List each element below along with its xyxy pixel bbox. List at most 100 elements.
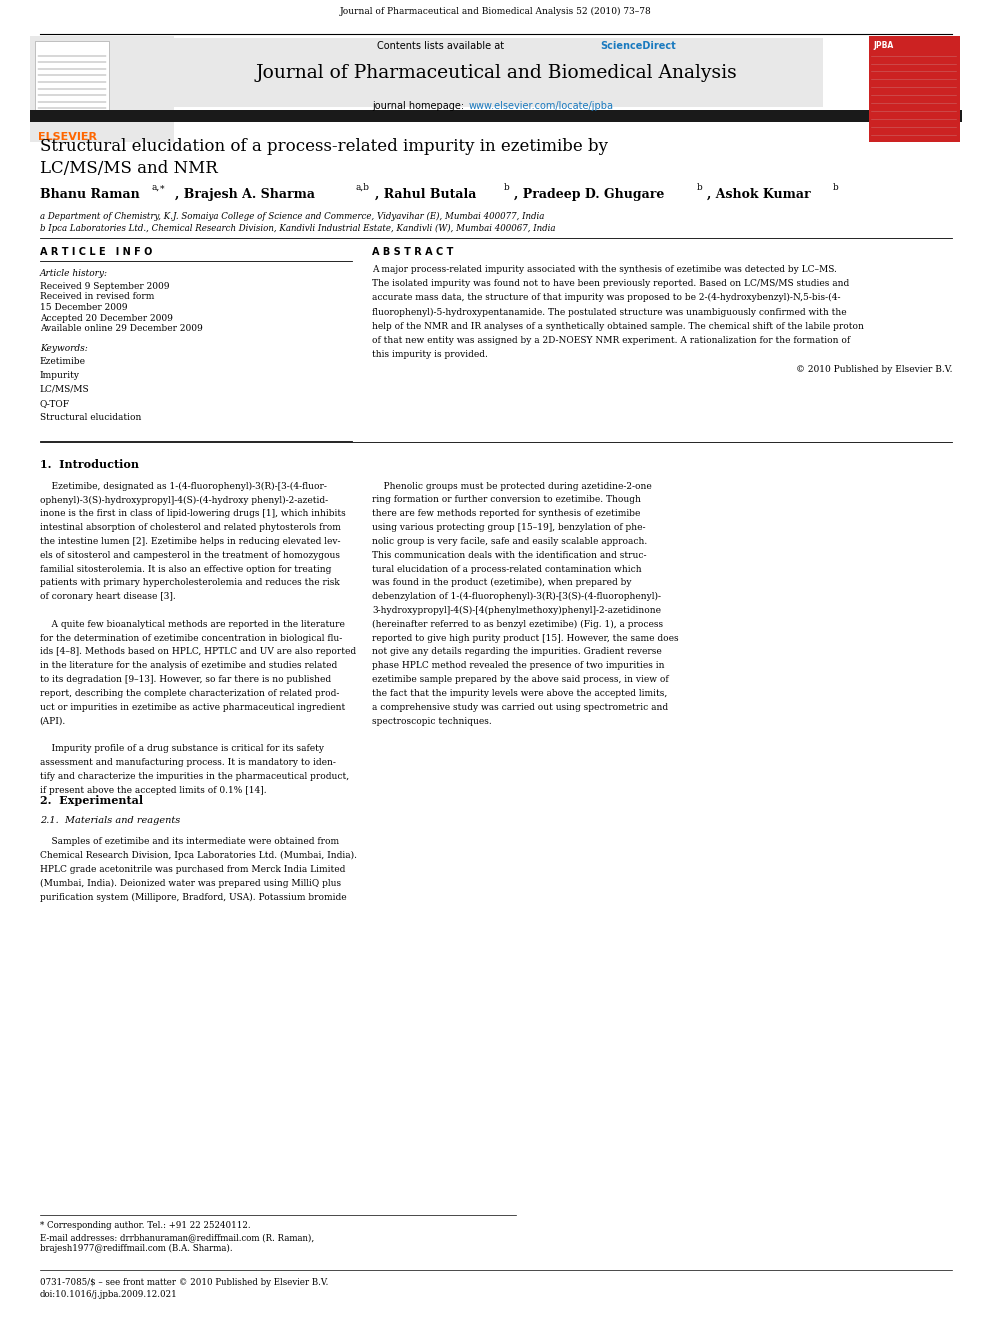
Text: JPBA: JPBA xyxy=(873,41,893,50)
Text: Keywords:: Keywords: xyxy=(40,344,87,353)
Text: ScienceDirect: ScienceDirect xyxy=(600,41,676,52)
Text: familial sitosterolemia. It is also an effective option for treating: familial sitosterolemia. It is also an e… xyxy=(40,565,331,574)
Text: 15 December 2009: 15 December 2009 xyxy=(40,303,127,312)
Text: accurate mass data, the structure of that impurity was proposed to be 2-(4-hydro: accurate mass data, the structure of tha… xyxy=(372,294,840,302)
Text: Structural elucidation of a process-related impurity in ezetimibe by: Structural elucidation of a process-rela… xyxy=(40,138,608,155)
Text: b Ipca Laboratories Ltd., Chemical Research Division, Kandivli Industrial Estate: b Ipca Laboratories Ltd., Chemical Resea… xyxy=(40,224,556,233)
Text: the fact that the impurity levels were above the accepted limits,: the fact that the impurity levels were a… xyxy=(372,689,668,699)
Text: ring formation or further conversion to ezetimibe. Though: ring formation or further conversion to … xyxy=(372,495,641,504)
Text: reported to give high purity product [15]. However, the same does: reported to give high purity product [15… xyxy=(372,634,679,643)
Text: of that new entity was assigned by a 2D-NOESY NMR experiment. A rationalization : of that new entity was assigned by a 2D-… xyxy=(372,336,850,345)
Text: brajesh1977@rediffmail.com (B.A. Sharma).: brajesh1977@rediffmail.com (B.A. Sharma)… xyxy=(40,1244,232,1253)
Text: The isolated impurity was found not to have been previously reported. Based on L: The isolated impurity was found not to h… xyxy=(372,279,849,288)
Text: Accepted 20 December 2009: Accepted 20 December 2009 xyxy=(40,314,173,323)
Text: there are few methods reported for synthesis of ezetimibe: there are few methods reported for synth… xyxy=(372,509,641,519)
Text: the intestine lumen [2]. Ezetimibe helps in reducing elevated lev-: the intestine lumen [2]. Ezetimibe helps… xyxy=(40,537,340,546)
Text: intestinal absorption of cholesterol and related phytosterols from: intestinal absorption of cholesterol and… xyxy=(40,523,340,532)
Text: © 2010 Published by Elsevier B.V.: © 2010 Published by Elsevier B.V. xyxy=(796,365,952,373)
Text: a,b: a,b xyxy=(355,183,369,192)
Text: uct or impurities in ezetimibe as active pharmaceutical ingredient: uct or impurities in ezetimibe as active… xyxy=(40,703,345,712)
Text: help of the NMR and IR analyses of a synthetically obtained sample. The chemical: help of the NMR and IR analyses of a syn… xyxy=(372,321,864,331)
Text: HPLC grade acetonitrile was purchased from Merck India Limited: HPLC grade acetonitrile was purchased fr… xyxy=(40,865,345,875)
Text: 2.  Experimental: 2. Experimental xyxy=(40,795,143,806)
Text: , Ashok Kumar: , Ashok Kumar xyxy=(707,188,810,201)
Text: (Mumbai, India). Deionized water was prepared using MilliQ plus: (Mumbai, India). Deionized water was pre… xyxy=(40,878,341,888)
Text: assessment and manufacturing process. It is mandatory to iden-: assessment and manufacturing process. It… xyxy=(40,758,335,767)
FancyBboxPatch shape xyxy=(174,38,823,107)
Text: Journal of Pharmaceutical and Biomedical Analysis 52 (2010) 73–78: Journal of Pharmaceutical and Biomedical… xyxy=(340,7,652,16)
Text: for the determination of ezetimibe concentration in biological flu-: for the determination of ezetimibe conce… xyxy=(40,634,342,643)
Text: journal homepage:: journal homepage: xyxy=(372,101,467,111)
Text: 2.1.  Materials and reagents: 2.1. Materials and reagents xyxy=(40,816,180,826)
Text: Ezetimibe, designated as 1-(4-fluorophenyl)-3(R)-[3-(4-fluor-: Ezetimibe, designated as 1-(4-fluorophen… xyxy=(40,482,326,491)
Text: Samples of ezetimibe and its intermediate were obtained from: Samples of ezetimibe and its intermediat… xyxy=(40,837,339,847)
Text: a,∗: a,∗ xyxy=(152,183,166,192)
Text: (API).: (API). xyxy=(40,717,65,725)
Text: Available online 29 December 2009: Available online 29 December 2009 xyxy=(40,324,202,333)
Text: * Corresponding author. Tel.: +91 22 25240112.: * Corresponding author. Tel.: +91 22 252… xyxy=(40,1221,250,1230)
Text: A major process-related impurity associated with the synthesis of ezetimibe was : A major process-related impurity associa… xyxy=(372,265,837,274)
Text: tify and characterize the impurities in the pharmaceutical product,: tify and characterize the impurities in … xyxy=(40,771,349,781)
Text: LC/MS/MS: LC/MS/MS xyxy=(40,385,89,394)
Text: of coronary heart disease [3].: of coronary heart disease [3]. xyxy=(40,593,176,601)
Text: tural elucidation of a process-related contamination which: tural elucidation of a process-related c… xyxy=(372,565,642,574)
Text: ezetimibe sample prepared by the above said process, in view of: ezetimibe sample prepared by the above s… xyxy=(372,675,669,684)
Text: 1.  Introduction: 1. Introduction xyxy=(40,459,139,470)
Text: Phenolic groups must be protected during azetidine-2-one: Phenolic groups must be protected during… xyxy=(372,482,652,491)
Text: report, describing the complete characterization of related prod-: report, describing the complete characte… xyxy=(40,689,339,699)
Text: patients with primary hypercholesterolemia and reduces the risk: patients with primary hypercholesterolem… xyxy=(40,578,339,587)
Text: , Rahul Butala: , Rahul Butala xyxy=(375,188,476,201)
Text: using various protecting group [15–19], benzylation of phe-: using various protecting group [15–19], … xyxy=(372,523,646,532)
Text: A B S T R A C T: A B S T R A C T xyxy=(372,247,453,258)
Text: spectroscopic techniques.: spectroscopic techniques. xyxy=(372,717,492,725)
Text: a Department of Chemistry, K.J. Somaiya College of Science and Commerce, Vidyavi: a Department of Chemistry, K.J. Somaiya … xyxy=(40,212,544,221)
Text: 3-hydroxypropyl]-4(S)-[4(phenylmethoxy)phenyl]-2-azetidinone: 3-hydroxypropyl]-4(S)-[4(phenylmethoxy)p… xyxy=(372,606,661,615)
Text: Impurity: Impurity xyxy=(40,370,79,380)
Text: Q-TOF: Q-TOF xyxy=(40,400,69,407)
Text: Journal of Pharmaceutical and Biomedical Analysis: Journal of Pharmaceutical and Biomedical… xyxy=(255,64,737,82)
Text: Bhanu Raman: Bhanu Raman xyxy=(40,188,140,201)
Text: , Brajesh A. Sharma: , Brajesh A. Sharma xyxy=(175,188,314,201)
Text: ELSEVIER: ELSEVIER xyxy=(38,132,96,143)
Text: E-mail addresses: drrbhanuraman@rediffmail.com (R. Raman),: E-mail addresses: drrbhanuraman@rediffma… xyxy=(40,1233,313,1242)
Text: els of sitosterol and campesterol in the treatment of homozygous: els of sitosterol and campesterol in the… xyxy=(40,550,339,560)
Text: this impurity is provided.: this impurity is provided. xyxy=(372,351,488,360)
Text: LC/MS/MS and NMR: LC/MS/MS and NMR xyxy=(40,160,217,177)
Text: not give any details regarding the impurities. Gradient reverse: not give any details regarding the impur… xyxy=(372,647,662,656)
Text: if present above the accepted limits of 0.1% [14].: if present above the accepted limits of … xyxy=(40,786,266,795)
FancyBboxPatch shape xyxy=(869,36,960,142)
Text: purification system (Millipore, Bradford, USA). Potassium bromide: purification system (Millipore, Bradford… xyxy=(40,893,346,902)
Text: was found in the product (ezetimibe), when prepared by: was found in the product (ezetimibe), wh… xyxy=(372,578,632,587)
Text: 0731-7085/$ – see front matter © 2010 Published by Elsevier B.V.: 0731-7085/$ – see front matter © 2010 Pu… xyxy=(40,1278,328,1287)
Text: Article history:: Article history: xyxy=(40,269,108,278)
Text: to its degradation [9–13]. However, so far there is no published: to its degradation [9–13]. However, so f… xyxy=(40,675,330,684)
Text: Contents lists available at: Contents lists available at xyxy=(377,41,507,52)
Text: b: b xyxy=(833,183,839,192)
Text: doi:10.1016/j.jpba.2009.12.021: doi:10.1016/j.jpba.2009.12.021 xyxy=(40,1290,178,1299)
Text: Received in revised form: Received in revised form xyxy=(40,292,154,302)
Text: This communication deals with the identification and struc-: This communication deals with the identi… xyxy=(372,550,647,560)
Text: nolic group is very facile, safe and easily scalable approach.: nolic group is very facile, safe and eas… xyxy=(372,537,647,546)
Text: www.elsevier.com/locate/jpba: www.elsevier.com/locate/jpba xyxy=(468,101,613,111)
Text: , Pradeep D. Ghugare: , Pradeep D. Ghugare xyxy=(514,188,665,201)
Text: b: b xyxy=(696,183,702,192)
FancyBboxPatch shape xyxy=(30,110,962,122)
Text: A R T I C L E   I N F O: A R T I C L E I N F O xyxy=(40,247,152,258)
Text: ophenyl)-3(S)-hydroxypropyl]-4(S)-(4-hydroxy phenyl)-2-azetid-: ophenyl)-3(S)-hydroxypropyl]-4(S)-(4-hyd… xyxy=(40,495,327,504)
Text: inone is the first in class of lipid-lowering drugs [1], which inhibits: inone is the first in class of lipid-low… xyxy=(40,509,345,519)
Text: A quite few bioanalytical methods are reported in the literature: A quite few bioanalytical methods are re… xyxy=(40,619,344,628)
Text: a comprehensive study was carried out using spectrometric and: a comprehensive study was carried out us… xyxy=(372,703,669,712)
Text: Chemical Research Division, Ipca Laboratories Ltd. (Mumbai, India).: Chemical Research Division, Ipca Laborat… xyxy=(40,851,357,860)
Text: b: b xyxy=(504,183,510,192)
Text: in the literature for the analysis of ezetimibe and studies related: in the literature for the analysis of ez… xyxy=(40,662,337,671)
Text: phase HPLC method revealed the presence of two impurities in: phase HPLC method revealed the presence … xyxy=(372,662,665,671)
Text: Ezetimibe: Ezetimibe xyxy=(40,357,85,366)
Text: debenzylation of 1-(4-fluorophenyl)-3(R)-[3(S)-(4-fluorophenyl)-: debenzylation of 1-(4-fluorophenyl)-3(R)… xyxy=(372,593,661,601)
Text: ids [4–8]. Methods based on HPLC, HPTLC and UV are also reported: ids [4–8]. Methods based on HPLC, HPTLC … xyxy=(40,647,356,656)
FancyBboxPatch shape xyxy=(35,41,109,115)
Text: Structural elucidation: Structural elucidation xyxy=(40,413,141,422)
FancyBboxPatch shape xyxy=(30,36,174,142)
Text: fluorophenyl)-5-hydroxypentanamide. The postulated structure was unambiguously c: fluorophenyl)-5-hydroxypentanamide. The … xyxy=(372,307,846,316)
Text: Received 9 September 2009: Received 9 September 2009 xyxy=(40,282,170,291)
Text: Impurity profile of a drug substance is critical for its safety: Impurity profile of a drug substance is … xyxy=(40,745,323,753)
